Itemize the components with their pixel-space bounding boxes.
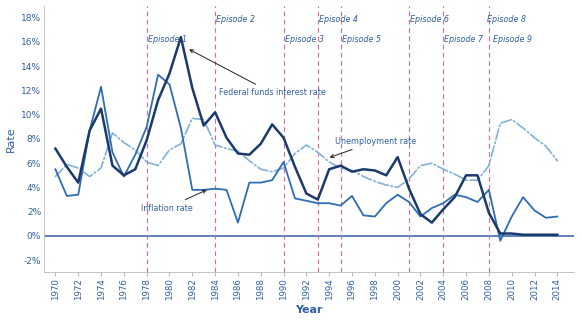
Text: Episode 7: Episode 7	[444, 35, 483, 44]
Text: Episode 2: Episode 2	[216, 15, 255, 24]
Text: Episode 4: Episode 4	[319, 15, 358, 24]
X-axis label: Year: Year	[295, 306, 323, 316]
Text: Episode 8: Episode 8	[487, 15, 525, 24]
Text: Federal funds interest rate: Federal funds interest rate	[190, 50, 325, 97]
Text: Episode 6: Episode 6	[410, 15, 449, 24]
Text: Inflation rate: Inflation rate	[141, 190, 206, 213]
Y-axis label: Rate: Rate	[6, 126, 16, 152]
Text: Episode 1: Episode 1	[148, 35, 187, 44]
Text: Episode 5: Episode 5	[342, 35, 380, 44]
Text: Unemployment rate: Unemployment rate	[331, 137, 416, 158]
Text: Episode 3: Episode 3	[285, 35, 324, 44]
Text: Episode 9: Episode 9	[494, 35, 532, 44]
